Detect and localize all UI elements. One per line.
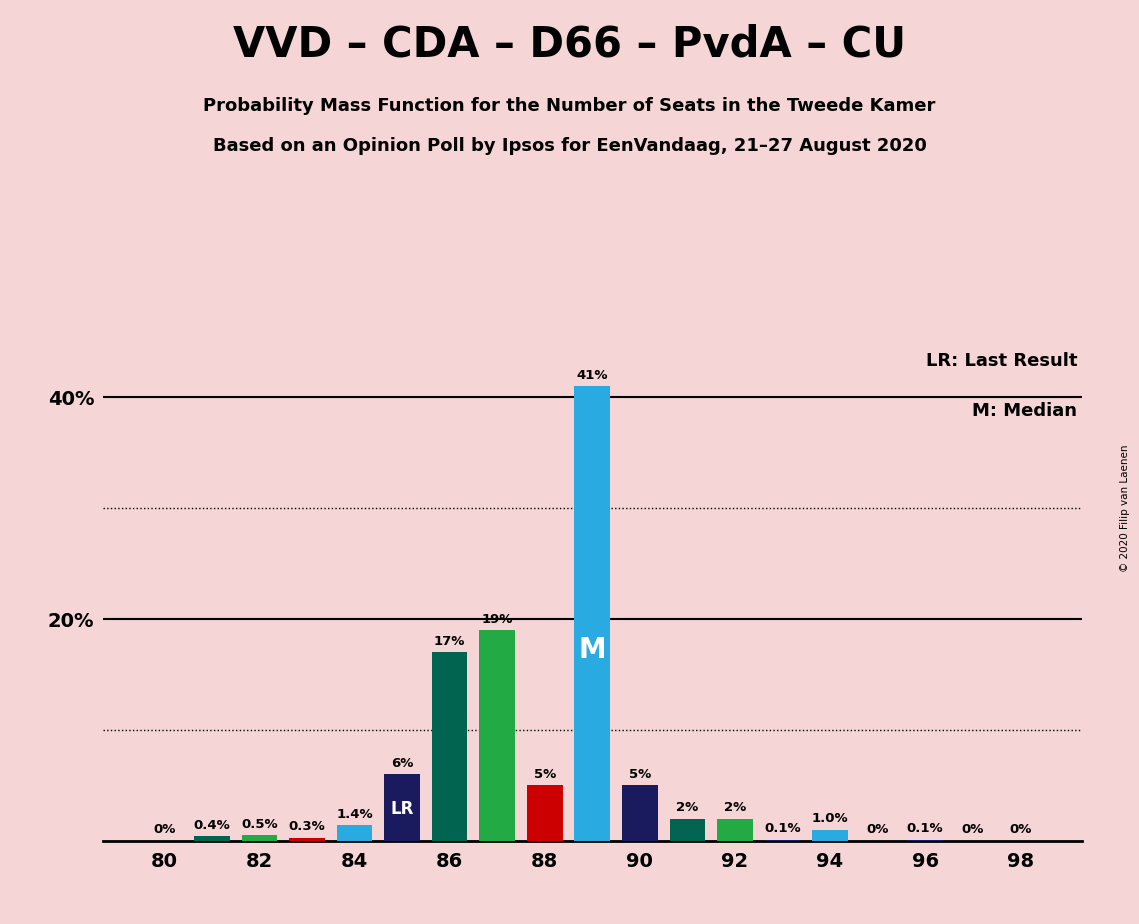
Text: Based on an Opinion Poll by Ipsos for EenVandaag, 21–27 August 2020: Based on an Opinion Poll by Ipsos for Ee… [213, 137, 926, 154]
Text: LR: LR [391, 799, 413, 818]
Text: 0%: 0% [153, 823, 175, 836]
Text: 2%: 2% [677, 801, 698, 814]
Text: M: Median: M: Median [973, 402, 1077, 419]
Text: 6%: 6% [391, 757, 413, 770]
Bar [574, 386, 611, 841]
Text: 0.4%: 0.4% [194, 819, 230, 832]
Bar [670, 819, 705, 841]
Text: 17%: 17% [434, 635, 466, 648]
Text: 1.0%: 1.0% [812, 812, 849, 825]
Bar [812, 830, 847, 841]
Text: Probability Mass Function for the Number of Seats in the Tweede Kamer: Probability Mass Function for the Number… [204, 97, 935, 115]
Bar [480, 630, 515, 841]
Bar [622, 785, 657, 841]
Text: 41%: 41% [576, 369, 608, 382]
Bar [241, 835, 277, 841]
Text: 0.5%: 0.5% [241, 818, 278, 831]
Text: 1.4%: 1.4% [336, 808, 372, 821]
Bar [718, 819, 753, 841]
Text: 0.1%: 0.1% [764, 822, 801, 835]
Bar [337, 825, 372, 841]
Text: 2%: 2% [723, 801, 746, 814]
Bar [432, 652, 467, 841]
Text: VVD – CDA – D66 – PvdA – CU: VVD – CDA – D66 – PvdA – CU [233, 23, 906, 65]
Text: © 2020 Filip van Laenen: © 2020 Filip van Laenen [1120, 444, 1130, 572]
Bar [908, 840, 943, 841]
Text: 0%: 0% [867, 823, 888, 836]
Text: 5%: 5% [533, 768, 556, 781]
Text: 5%: 5% [629, 768, 652, 781]
Bar [194, 836, 230, 841]
Bar [289, 837, 325, 841]
Text: 0%: 0% [961, 823, 984, 836]
Text: 19%: 19% [482, 613, 513, 626]
Text: 0%: 0% [1009, 823, 1032, 836]
Bar [764, 840, 801, 841]
Text: LR: Last Result: LR: Last Result [926, 352, 1077, 370]
Bar [384, 774, 420, 841]
Text: 0.3%: 0.3% [288, 821, 326, 833]
Text: M: M [579, 636, 606, 664]
Text: 0.1%: 0.1% [907, 822, 943, 835]
Bar [527, 785, 563, 841]
